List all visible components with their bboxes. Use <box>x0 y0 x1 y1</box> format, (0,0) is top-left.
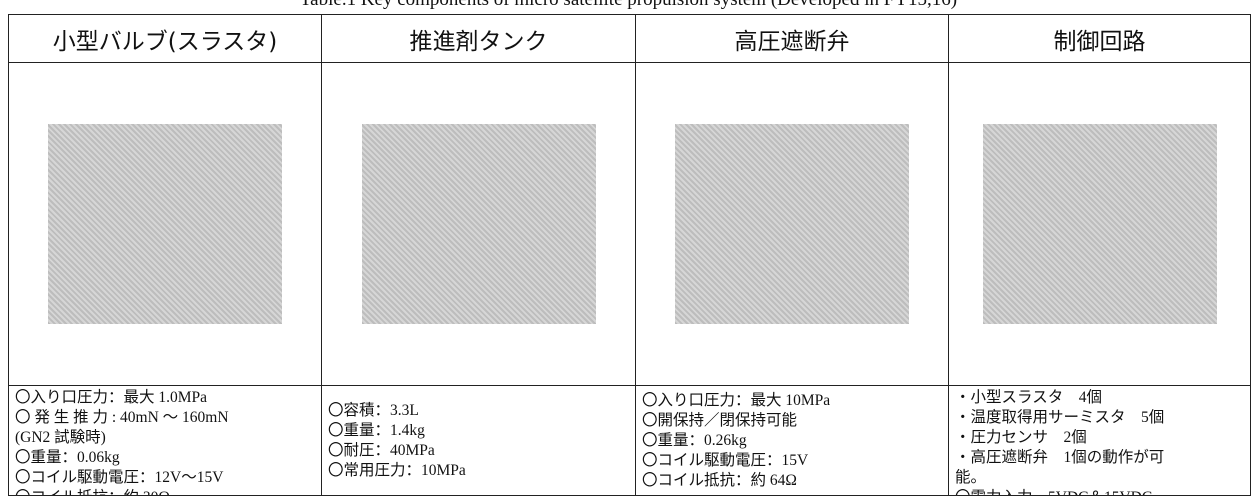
spec-line: 〇重量：0.06kg <box>15 449 120 466</box>
spec-line: 〇コイル駆動電圧：15V <box>642 451 809 469</box>
spec-cell: 〇容積：3.3L 〇重量：1.4kg 〇耐圧：40MPa 〇常用圧力：10MPa <box>322 386 636 496</box>
photo-cell <box>9 63 322 386</box>
spec-line: 〇重量：1.4kg <box>328 421 425 439</box>
spec-cell: ・小型スラスタ 4個・温度取得用サーミスタ 5個 ・圧力センサ 2個・高圧遮断弁 … <box>949 386 1251 496</box>
spec-line: 〇電力入力 5VDC＆15VDC <box>955 488 1244 495</box>
spec-cell: 〇入り口圧力：最大 10MPa 〇開保持／閉保持可能 〇重量：0.26kg 〇コイル駆… <box>636 386 949 496</box>
spec-line: ・小型スラスタ 4個 <box>955 389 1102 406</box>
spec-line: 〇コイル抵抗：約 30Ω <box>15 488 315 495</box>
spec-line: ・圧力センサ 2個 <box>955 429 1087 446</box>
component-photo <box>48 124 282 324</box>
spec-line: 〇常用圧力：10MPa <box>328 461 466 479</box>
column-header: 小型バルブ(スラスタ) <box>9 15 322 63</box>
table-caption: Table.1 Key components of micro satellit… <box>0 0 1257 11</box>
component-photo <box>361 124 596 324</box>
spec-cell: 〇入り口圧力：最大 1.0MPa 〇 発 生 推 力 : 40mN ～ 160mN… <box>9 386 322 496</box>
components-table: 小型バルブ(スラスタ) 推進剤タンク 高圧遮断弁 制御回路〇入り口圧力：最大 1.0M… <box>8 14 1251 496</box>
component-photo <box>675 124 909 324</box>
photo-cell <box>636 63 949 386</box>
spec-line: 〇コイル駆動電圧：12V～15V <box>15 469 224 486</box>
column-header: 制御回路 <box>949 15 1251 63</box>
spec-line: 〇入り口圧力：最大 10MPa <box>642 391 831 409</box>
spec-line: 〇 発 生 推 力 : 40mN ～ 160mN <box>15 409 229 426</box>
spec-line: 〇重量：0.26kg <box>642 431 747 449</box>
photo-cell <box>322 63 636 386</box>
spec-line: (GN2 試験時) <box>15 429 106 446</box>
spec-line: 〇容積：3.3L <box>328 401 419 419</box>
spec-line: 〇入り口圧力：最大 1.0MPa <box>15 389 208 406</box>
spec-line: 能。 <box>955 469 987 486</box>
spec-line: ・高圧遮断弁 1個の動作が可 <box>955 449 1165 466</box>
spec-line: 〇開保持／閉保持可能 <box>642 411 798 429</box>
spec-line: 〇耐圧：40MPa <box>328 441 435 459</box>
spec-line: 〇コイル抵抗：約 64Ω <box>642 471 797 489</box>
spec-line: ・温度取得用サーミスタ 5個 <box>955 409 1165 426</box>
photo-cell <box>949 63 1251 386</box>
component-photo <box>982 124 1217 324</box>
column-header: 高圧遮断弁 <box>636 15 949 63</box>
column-header: 推進剤タンク <box>322 15 636 63</box>
